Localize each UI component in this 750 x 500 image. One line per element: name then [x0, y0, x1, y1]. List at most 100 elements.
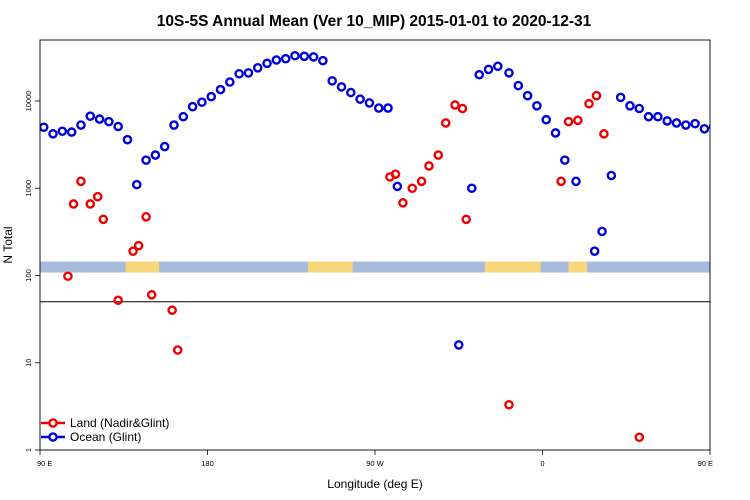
data-point — [290, 50, 300, 61]
data-point — [63, 271, 73, 282]
data-point — [271, 55, 282, 65]
data-point — [373, 103, 384, 113]
data-point — [653, 111, 663, 122]
data-point — [215, 84, 226, 95]
y-tick-label: 1 — [24, 448, 33, 452]
data-point — [681, 120, 691, 130]
data-point — [563, 116, 574, 127]
data-point — [398, 198, 408, 208]
data-point — [336, 82, 347, 92]
data-point — [474, 69, 485, 80]
data-point — [364, 98, 375, 108]
data-point — [128, 246, 138, 256]
data-point — [159, 141, 170, 152]
data-point — [141, 212, 151, 222]
data-point — [522, 90, 533, 101]
data-point — [299, 51, 310, 62]
data-point — [262, 58, 272, 69]
data-point — [141, 155, 151, 165]
data-point — [225, 77, 235, 87]
y-axis-label: N Total — [1, 226, 15, 263]
x-tick-label: 90 E — [37, 459, 52, 468]
data-point — [346, 87, 356, 98]
legend-marker — [48, 418, 58, 428]
chart-title: 10S-5S Annual Mean (Ver 10_MIP) 2015-01-… — [157, 13, 592, 30]
data-point — [392, 181, 403, 192]
data-point — [424, 161, 434, 171]
data-point — [466, 183, 477, 194]
data-point — [513, 80, 524, 91]
data-point — [504, 399, 514, 410]
data-point — [571, 176, 581, 187]
y-axis: 1 10 100 1000 10000 — [24, 91, 40, 452]
y-tick-label: 100 — [24, 269, 33, 282]
data-point — [634, 103, 645, 114]
data-point — [113, 121, 123, 132]
y-tick-label: 10000 — [24, 91, 33, 112]
land-segment — [308, 261, 353, 273]
data-point — [280, 53, 291, 64]
data-point — [483, 64, 494, 75]
data-point — [690, 118, 700, 129]
legend: Land (Nadir&Glint)Ocean (Glint) — [41, 416, 169, 444]
data-point — [355, 94, 365, 104]
data-point — [122, 134, 133, 145]
data-point — [85, 199, 96, 209]
data-point — [383, 103, 393, 113]
data-point — [597, 226, 607, 237]
series-land — [63, 90, 645, 443]
legend-label: Land (Nadir&Glint) — [70, 416, 169, 430]
data-point — [504, 68, 514, 78]
data-point — [461, 214, 471, 225]
data-point — [625, 101, 635, 111]
data-point — [634, 432, 645, 443]
data-point — [85, 111, 96, 121]
data-point — [433, 150, 444, 160]
x-tick-label: 180 — [201, 459, 214, 468]
data-point — [606, 170, 617, 181]
data-point — [589, 246, 600, 256]
land-segment — [568, 261, 588, 273]
data-point — [584, 98, 594, 109]
legend-marker — [48, 432, 58, 442]
plot-area — [40, 50, 710, 443]
data-point — [243, 68, 254, 78]
data-point — [327, 76, 337, 86]
data-point — [172, 345, 183, 355]
data-point — [532, 101, 542, 111]
data-point — [457, 103, 468, 114]
legend-label: Ocean (Glint) — [70, 430, 141, 444]
data-point — [131, 179, 142, 190]
data-point — [541, 114, 552, 125]
data-point — [104, 116, 114, 127]
data-point — [407, 183, 418, 194]
y-tick-label: 1000 — [24, 180, 33, 197]
ocean-strip — [40, 261, 710, 273]
data-point — [599, 129, 609, 139]
data-point — [68, 199, 79, 209]
land-segment — [484, 261, 541, 273]
x-tick-label: 90 E — [698, 459, 713, 468]
data-point — [573, 115, 583, 126]
data-point — [146, 290, 157, 300]
data-point — [252, 63, 263, 73]
data-point — [560, 155, 570, 165]
data-point — [416, 176, 427, 187]
data-point — [48, 129, 58, 139]
data-point — [76, 176, 86, 187]
land-segment — [125, 261, 160, 273]
data-point — [94, 114, 105, 124]
data-point — [450, 100, 460, 110]
data-point — [98, 214, 109, 225]
data-point — [591, 90, 602, 101]
data-point — [308, 52, 319, 62]
data-point — [493, 61, 503, 72]
series-ocean — [40, 50, 710, 350]
data-point — [66, 127, 77, 137]
data-point — [167, 305, 177, 316]
data-point — [453, 340, 464, 350]
data-point — [113, 295, 123, 306]
data-point — [234, 68, 244, 79]
